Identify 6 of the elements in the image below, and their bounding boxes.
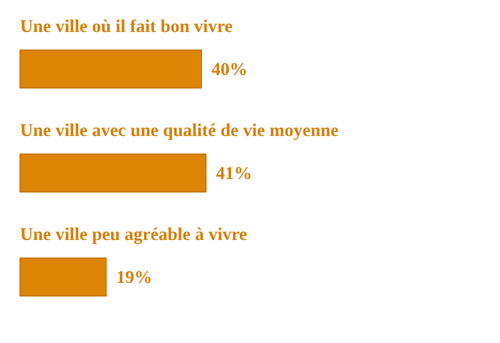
y-tick-label: Une ville peu agréable à vivre — [20, 224, 248, 244]
data-label: 40% — [211, 59, 248, 79]
data-label: 41% — [216, 163, 252, 183]
y-tick-label: Une ville avec une qualité de vie moyenne — [20, 120, 338, 140]
data-label: 19% — [116, 267, 152, 287]
y-tick-label: Une ville où il fait bon vivre — [20, 16, 233, 36]
